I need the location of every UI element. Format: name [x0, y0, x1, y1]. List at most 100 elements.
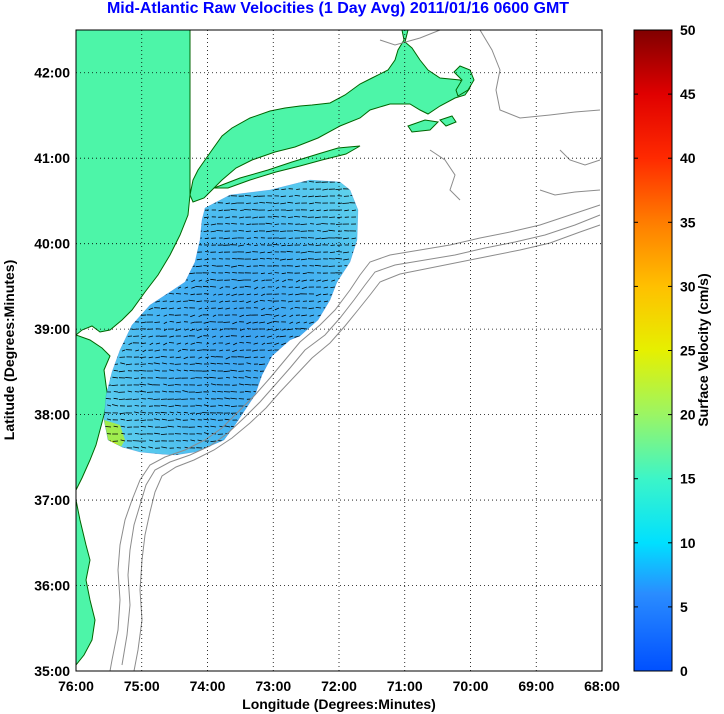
- velocity-arrow: [288, 237, 294, 239]
- velocity-arrow: [211, 272, 217, 274]
- velocity-arrow: [254, 244, 259, 246]
- velocity-arrow: [246, 314, 252, 316]
- y-axis-ticks: 35:00 36:00 37:00 38:00 39:00 40:00 41:00 42:00: [34, 65, 70, 679]
- velocity-arrow: [307, 251, 315, 253]
- velocity-arrow: [196, 328, 203, 331]
- velocity-arrow: [184, 307, 189, 309]
- velocity-arrow: [337, 202, 343, 205]
- velocity-arrow: [259, 321, 266, 324]
- y-axis-label: Latitude (Degrees:Minutes): [1, 260, 17, 440]
- velocity-arrow: [223, 237, 231, 240]
- velocity-arrow: [218, 209, 224, 212]
- velocity-arrow: [282, 279, 287, 283]
- velocity-arrow: [219, 300, 224, 303]
- velocity-arrow: [233, 307, 238, 310]
- velocity-arrow: [258, 265, 266, 267]
- velocity-arrow: [253, 279, 259, 282]
- velocity-arrow: [204, 307, 210, 309]
- velocity-arrow: [202, 285, 210, 288]
- velocity-arrow: [239, 349, 245, 351]
- velocity-arrow: [203, 432, 210, 435]
- velocity-arrow: [351, 237, 357, 240]
- velocity-arrow: [195, 286, 203, 288]
- velocity-arrow: [239, 383, 245, 386]
- velocity-arrow: [225, 307, 231, 310]
- velocity-arrow: [168, 342, 175, 344]
- velocity-arrow: [274, 328, 280, 331]
- velocity-arrow: [230, 405, 238, 407]
- velocity-arrow: [246, 202, 252, 204]
- velocity-arrow: [225, 342, 231, 345]
- velocity-arrow: [267, 300, 273, 302]
- velocity-arrow: [253, 195, 259, 198]
- velocity-arrow: [317, 314, 322, 317]
- velocity-arrow: [315, 307, 322, 309]
- velocity-arrow: [183, 356, 189, 360]
- velocity-arrow: [225, 202, 231, 205]
- velocity-arrow: [290, 307, 294, 310]
- colorbar: 0 5 10 15 20 25 30 35 40 45 50 Surface Velocity (c…: [633, 22, 711, 679]
- velocity-arrow: [225, 300, 231, 302]
- velocity-arrow: [167, 425, 175, 428]
- velocity-arrow: [237, 265, 245, 267]
- velocity-arrow: [286, 209, 294, 211]
- velocity-arrow: [203, 321, 210, 324]
- velocity-arrow: [323, 293, 329, 296]
- colorbar-tick-label: 20: [680, 407, 696, 423]
- velocity-arrow: [300, 258, 308, 261]
- velocity-arrow: [148, 335, 154, 338]
- velocity-arrow: [287, 300, 294, 303]
- velocity-arrow: [329, 251, 336, 253]
- velocity-arrow: [253, 342, 259, 345]
- velocity-arrow: [294, 335, 301, 338]
- velocity-arrow: [217, 307, 224, 310]
- velocity-arrow: [184, 328, 189, 331]
- x-tick-label: 70:00: [453, 678, 489, 694]
- velocity-arrow: [163, 342, 168, 346]
- velocity-arrow: [191, 279, 196, 283]
- velocity-arrow: [125, 363, 133, 366]
- velocity-arrow: [328, 229, 336, 232]
- velocity-arrow: [197, 439, 203, 442]
- velocity-arrow: [148, 446, 154, 449]
- bathymetry-contours: [109, 30, 601, 671]
- velocity-arrow: [253, 293, 259, 296]
- velocity-arrow: [295, 286, 301, 288]
- velocity-arrow: [266, 342, 273, 344]
- velocity-arrow: [210, 383, 217, 386]
- colorbar-tick-label: 25: [680, 343, 696, 359]
- velocity-arrow: [266, 335, 273, 338]
- velocity-arrow: [322, 230, 329, 233]
- velocity-arrow: [238, 244, 245, 247]
- velocity-arrow: [240, 209, 245, 211]
- velocity-arrow: [252, 321, 259, 324]
- velocity-arrow: [161, 418, 168, 421]
- velocity-arrow: [245, 335, 252, 338]
- velocity-arrow: [175, 293, 182, 295]
- velocity-arrow: [134, 377, 140, 379]
- velocity-arrow: [142, 349, 147, 353]
- velocity-arrow: [113, 369, 119, 372]
- velocity-arrow: [289, 321, 294, 324]
- velocity-arrow: [301, 314, 308, 317]
- velocity-arrow: [104, 426, 112, 428]
- land-long-island: [213, 145, 361, 189]
- velocity-arrow: [315, 244, 322, 246]
- velocity-arrow: [169, 293, 175, 295]
- velocity-arrow: [246, 237, 252, 239]
- velocity-arrow: [322, 188, 329, 191]
- velocity-arrow: [272, 321, 280, 323]
- velocity-arrow: [212, 390, 217, 393]
- velocity-arrow: [169, 321, 175, 323]
- land-cape-cod: [453, 65, 475, 97]
- velocity-arrow: [210, 418, 217, 421]
- x-tick-label: 73:00: [255, 678, 291, 694]
- velocity-arrow: [191, 286, 196, 289]
- velocity-arrow: [140, 411, 147, 414]
- velocity-arrow: [198, 307, 203, 310]
- velocity-arrow: [259, 202, 266, 204]
- velocity-arrow: [141, 335, 147, 338]
- x-tick-label: 74:00: [190, 678, 226, 694]
- velocity-arrow: [197, 349, 203, 351]
- velocity-arrow: [275, 279, 280, 282]
